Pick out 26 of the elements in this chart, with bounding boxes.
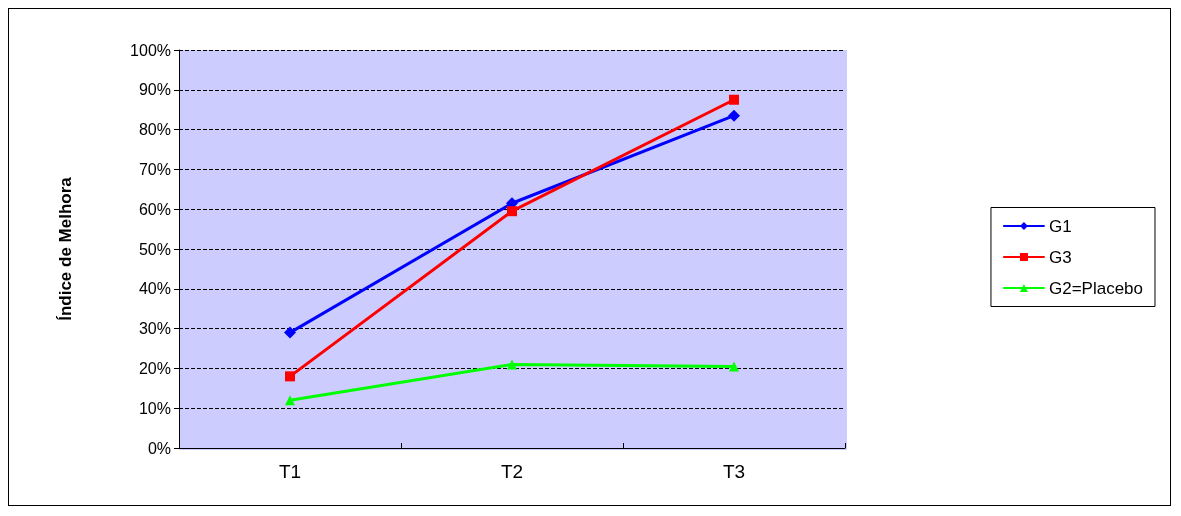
point [729,361,739,372]
y-tick-label: 80% [138,121,171,139]
point [729,94,739,105]
y-tick-label: 70% [138,160,171,178]
point [284,326,296,339]
legend-label: G1 [1048,216,1072,236]
legend-label: G3 [1048,247,1072,267]
y-tick-label: 20% [138,359,171,377]
y-tick-label: 50% [138,240,171,258]
y-tick-label: 0% [147,439,171,457]
point [507,206,517,217]
y-tick-label: 10% [138,399,171,417]
legend-label: G2=Placebo [1048,278,1144,298]
x-tick-label: T3 [722,461,746,482]
x-tick-label: T1 [278,461,302,482]
point [507,359,517,370]
y-tick-label: 30% [138,320,171,338]
x-tick-label: T2 [500,461,524,482]
point [285,371,295,382]
y-tick-label: 90% [138,81,171,99]
point [728,109,740,122]
y-tick-label: 60% [138,200,171,218]
y-tick-label: 100% [130,41,171,59]
y-tick-label: 40% [138,280,171,298]
point [285,395,295,406]
y-axis-title: Índice de Melhora [56,176,75,321]
